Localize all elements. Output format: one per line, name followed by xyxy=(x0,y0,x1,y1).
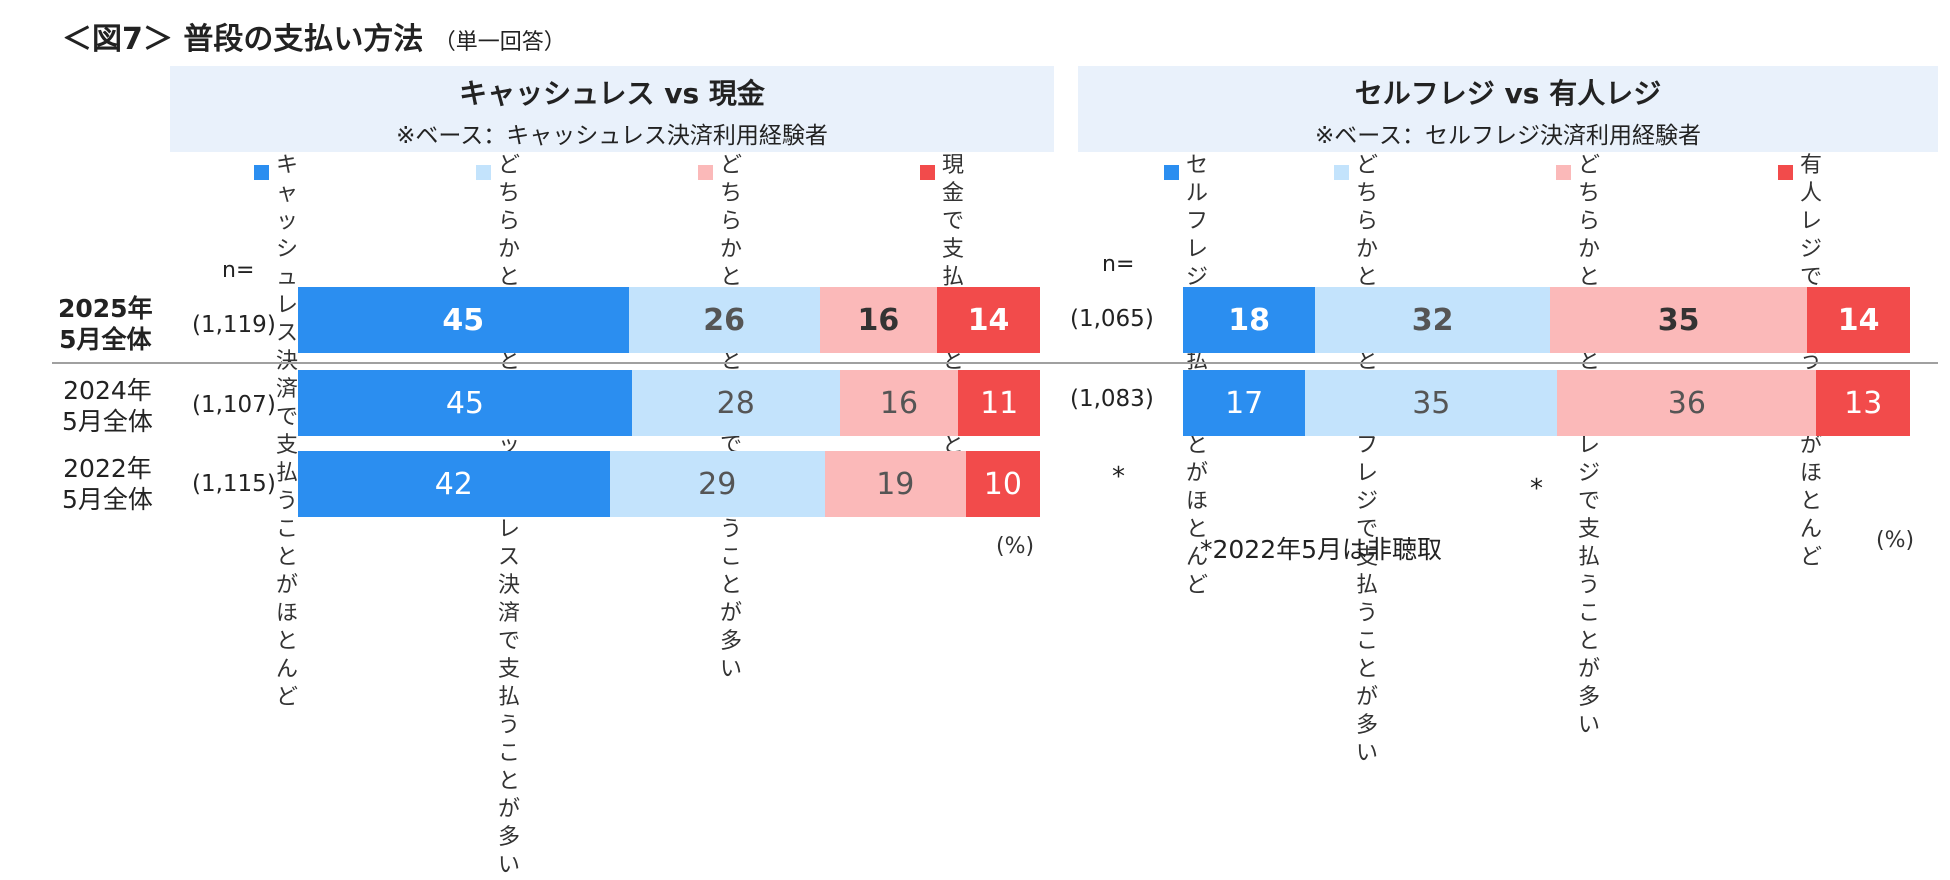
no-data-mark-center: * xyxy=(1530,474,1543,504)
bar-segment: 14 xyxy=(937,287,1040,353)
bar-value-label: 26 xyxy=(703,302,745,338)
bar-value-label: 11 xyxy=(980,385,1019,421)
n-count-register-2025: (1,065) xyxy=(1070,306,1154,332)
bar-value-label: 35 xyxy=(1657,302,1700,338)
no-data-mark-left: * xyxy=(1112,462,1125,492)
unit-label-register: (%) xyxy=(1876,528,1915,553)
legend-label: どちらかというと 有人レジで 支払うことが多い xyxy=(1578,153,1601,738)
bar-segment: 10 xyxy=(965,451,1040,517)
n-count-cash-2025: (1,119) xyxy=(192,312,276,338)
bar-segment: 36 xyxy=(1557,370,1817,436)
bar-value-label: 45 xyxy=(442,302,485,338)
bar-value-label: 45 xyxy=(445,385,485,421)
row-label-2025: 2025年 5月全体 xyxy=(58,294,153,354)
legend-swatch xyxy=(1778,165,1793,180)
bar-segment: 32 xyxy=(1315,287,1551,353)
bar-segment: 16 xyxy=(819,287,938,353)
row-separator xyxy=(52,362,1938,364)
bar-value-label: 28 xyxy=(716,385,755,421)
bar-segment: 45 xyxy=(298,287,629,353)
figure-title-main: ＜図7＞ 普段の支払い方法 xyxy=(62,22,424,57)
figure-title-note: （単一回答） xyxy=(433,30,566,55)
panel-cash-subtitle: ※ベース：キャッシュレス決済利用経験者 xyxy=(396,123,828,149)
bar-segment: 28 xyxy=(631,370,840,436)
bar-segment: 29 xyxy=(609,451,825,517)
legend-swatch xyxy=(698,165,713,180)
bar-value-label: 35 xyxy=(1412,385,1451,421)
bar-segment: 45 xyxy=(298,370,632,436)
legend-swatch xyxy=(476,165,491,180)
n-label-cash: n= xyxy=(222,258,255,283)
bar-value-label: 16 xyxy=(857,302,900,338)
legend-swatch xyxy=(920,165,935,180)
footnote: *2022年5月は非聴取 xyxy=(1200,535,1443,564)
bar-value-label: 42 xyxy=(434,466,473,502)
bar-segment: 35 xyxy=(1305,370,1558,436)
bar-segment: 19 xyxy=(824,451,966,517)
bar-segment: 11 xyxy=(958,370,1040,436)
bar-value-label: 14 xyxy=(1837,302,1880,338)
row-label-2022: 2022年 5月全体 xyxy=(62,454,153,514)
n-count-cash-2024: (1,107) xyxy=(192,392,276,418)
bar-value-label: 14 xyxy=(967,302,1010,338)
unit-label-cash: (%) xyxy=(996,534,1035,559)
panel-register-title: セルフレジ vs 有人レジ xyxy=(1354,77,1662,110)
legend-swatch xyxy=(1334,165,1349,180)
bar-segment: 17 xyxy=(1183,370,1306,436)
legend-swatch xyxy=(254,165,269,180)
bar-segment: 35 xyxy=(1550,287,1808,353)
n-label-register: n= xyxy=(1102,252,1135,277)
bar-value-label: 19 xyxy=(876,466,915,502)
bar-value-label: 18 xyxy=(1228,302,1270,338)
bar-segment: 26 xyxy=(628,287,820,353)
legend-swatch xyxy=(1556,165,1571,180)
n-count-cash-2022: (1,115) xyxy=(192,471,276,497)
bar-segment: 16 xyxy=(839,370,959,436)
bar-value-label: 16 xyxy=(879,385,919,421)
panel-register-header: セルフレジ vs 有人レジ ※ベース：セルフレジ決済利用経験者 xyxy=(1078,66,1938,152)
bar-value-label: 10 xyxy=(983,466,1022,502)
bar-value-label: 36 xyxy=(1667,385,1706,421)
panel-register-subtitle: ※ベース：セルフレジ決済利用経験者 xyxy=(1314,123,1702,149)
bar-segment: 13 xyxy=(1816,370,1910,436)
row-label-2024: 2024年 5月全体 xyxy=(62,376,153,436)
n-count-register-2024: (1,083) xyxy=(1070,386,1154,412)
bar-value-label: 29 xyxy=(698,466,737,502)
bar-segment: 42 xyxy=(298,451,610,517)
legend-label: キャッシュレス 決済で支払うこと がほとんど xyxy=(276,153,299,710)
panel-cash-header: キャッシュレス vs 現金 ※ベース：キャッシュレス決済利用経験者 xyxy=(170,66,1054,152)
bar-value-label: 32 xyxy=(1411,302,1454,338)
legend-label: どちらかというと セルフレジで 支払うことが多い xyxy=(1356,153,1379,766)
bar-segment: 14 xyxy=(1807,287,1910,353)
figure-title: ＜図7＞ 普段の支払い方法 （単一回答） xyxy=(62,14,566,58)
bar-value-label: 17 xyxy=(1225,385,1264,421)
bar-segment: 18 xyxy=(1183,287,1316,353)
bar-value-label: 13 xyxy=(1844,385,1883,421)
panel-cash-title: キャッシュレス vs 現金 xyxy=(459,77,765,110)
legend-swatch xyxy=(1164,165,1179,180)
